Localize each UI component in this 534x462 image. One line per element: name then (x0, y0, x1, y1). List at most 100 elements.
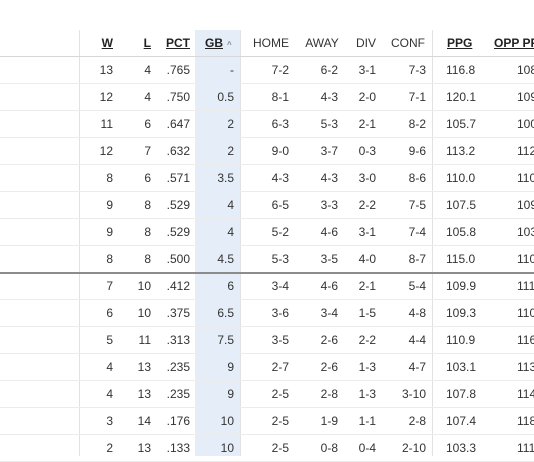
header-away[interactable]: AWAY (305, 36, 339, 50)
cell-l: 10 (137, 279, 151, 293)
cell-l: 6 (144, 171, 151, 185)
cell-home: 3-5 (271, 333, 289, 347)
header-gb[interactable]: GB ^ (205, 30, 232, 58)
cell-home: 2-5 (271, 441, 289, 455)
header-pct[interactable]: PCT (166, 36, 190, 50)
gb-column-highlight (195, 30, 240, 456)
cell-ppg: 120.1 (446, 90, 477, 104)
header-l[interactable]: L (143, 36, 151, 50)
cell-conf: 2-10 (401, 441, 426, 455)
cell-gb: - (230, 63, 234, 77)
cell-gb: 4 (227, 198, 234, 212)
cell-div: 2-0 (358, 90, 376, 104)
cell-pct: .529 (166, 225, 190, 239)
cell-away: 3-4 (320, 306, 338, 320)
cell-away: 2-6 (320, 360, 338, 374)
cell-conf: 5-4 (408, 279, 426, 293)
header-ppg[interactable]: PPG (447, 36, 473, 50)
cell-l: 10 (137, 306, 151, 320)
cell-opp: 111 (517, 441, 534, 455)
cell-w: 3 (106, 414, 113, 428)
table-row: 8 8 .500 4.5 5-3 3-5 4-0 8-7 115.0 110 (0, 246, 534, 274)
cell-pct: .412 (166, 279, 190, 293)
cell-gb: 10 (220, 441, 234, 455)
cell-away: 2-8 (320, 387, 338, 401)
cell-ppg: 105.7 (446, 117, 477, 131)
cell-conf: 7-1 (408, 90, 426, 104)
cell-l: 13 (137, 441, 151, 455)
cell-w: 13 (99, 63, 113, 77)
cell-l: 14 (137, 414, 151, 428)
cell-home: 5-3 (271, 252, 289, 266)
cell-gb: 9 (227, 360, 234, 374)
cell-away: 4-6 (320, 279, 338, 293)
cell-ppg: 110.9 (446, 333, 476, 347)
cell-div: 2-2 (358, 333, 376, 347)
cell-opp: 113 (517, 360, 534, 374)
cell-conf: 8-7 (408, 252, 426, 266)
cell-home: 2-7 (271, 360, 289, 374)
standings-header-row: W L PCT GB ^ HOME AWAY DIV CONF PPG OPP P… (0, 30, 534, 57)
cell-div: 3-1 (358, 225, 376, 239)
cell-away: 4-3 (320, 90, 338, 104)
cell-gb: 4 (227, 225, 234, 239)
table-row: 11 6 .647 2 6-3 5-3 2-1 8-2 105.7 100 (0, 111, 534, 138)
cell-ppg: 109.3 (446, 306, 477, 320)
cell-away: 1-9 (320, 414, 338, 428)
cell-ppg: 103.3 (446, 441, 477, 455)
cell-conf: 8-6 (408, 171, 426, 185)
cell-w: 8 (106, 171, 113, 185)
cell-w: 4 (106, 360, 113, 374)
header-gb-label: GB (205, 36, 223, 50)
cell-w: 11 (100, 117, 113, 131)
table-row: 12 4 .750 0.5 8-1 4-3 2-0 7-1 120.1 109 (0, 84, 534, 111)
cell-opp: 109 (517, 90, 534, 104)
cell-conf: 3-10 (401, 387, 426, 401)
cell-div: 1-5 (358, 306, 376, 320)
cell-pct: .235 (166, 360, 190, 374)
table-row: 2 13 .133 10 2-5 0-8 0-4 2-10 103.3 111 (0, 435, 534, 462)
cell-div: 1-3 (358, 387, 376, 401)
cell-ppg: 113.2 (446, 144, 476, 158)
cell-pct: .235 (166, 387, 190, 401)
cell-ppg: 105.8 (446, 225, 477, 239)
cell-w: 12 (99, 90, 113, 104)
cell-w: 5 (106, 333, 113, 347)
table-row: 4 13 .235 9 2-5 2-8 1-3 3-10 107.8 114 (0, 381, 534, 408)
cell-gb: 0.5 (217, 90, 234, 104)
cell-pct: .529 (166, 198, 190, 212)
cell-pct: .647 (166, 117, 190, 131)
cell-ppg: 107.5 (446, 198, 477, 212)
table-row: 9 8 .529 4 6-5 3-3 2-2 7-5 107.5 109 (0, 192, 534, 219)
header-opp-ppg[interactable]: OPP PP (494, 36, 534, 50)
cell-conf: 8-2 (408, 117, 426, 131)
cell-l: 6 (144, 117, 151, 131)
column-divider (79, 30, 80, 456)
cell-away: 4-3 (320, 171, 338, 185)
header-div[interactable]: DIV (355, 36, 376, 50)
cell-home: 2-5 (271, 414, 289, 428)
column-divider (432, 30, 433, 456)
cell-opp: 103 (517, 225, 534, 239)
cell-away: 6-2 (320, 63, 338, 77)
cell-opp: 112 (517, 144, 534, 158)
cell-home: 6-5 (271, 198, 289, 212)
header-w[interactable]: W (101, 36, 113, 50)
cell-l: 8 (144, 252, 151, 266)
cell-w: 6 (106, 306, 113, 320)
cell-l: 13 (137, 387, 151, 401)
header-home[interactable]: HOME (253, 36, 289, 50)
cell-div: 0-4 (358, 441, 376, 455)
cell-l: 13 (137, 360, 151, 374)
header-conf[interactable]: CONF (391, 36, 425, 50)
cell-ppg: 103.1 (446, 360, 477, 374)
cell-pct: .750 (166, 90, 190, 104)
cell-conf: 2-8 (408, 414, 426, 428)
table-row: 6 10 .375 6.5 3-6 3-4 1-5 4-8 109.3 110 (0, 300, 534, 327)
cell-div: 4-0 (358, 252, 376, 266)
cell-w: 12 (99, 144, 113, 158)
table-row: 3 14 .176 10 2-5 1-9 1-1 2-8 107.4 118 (0, 408, 534, 435)
cell-opp: 110 (517, 306, 534, 320)
cell-gb: 2 (227, 117, 234, 131)
cell-away: 0-8 (320, 441, 338, 455)
